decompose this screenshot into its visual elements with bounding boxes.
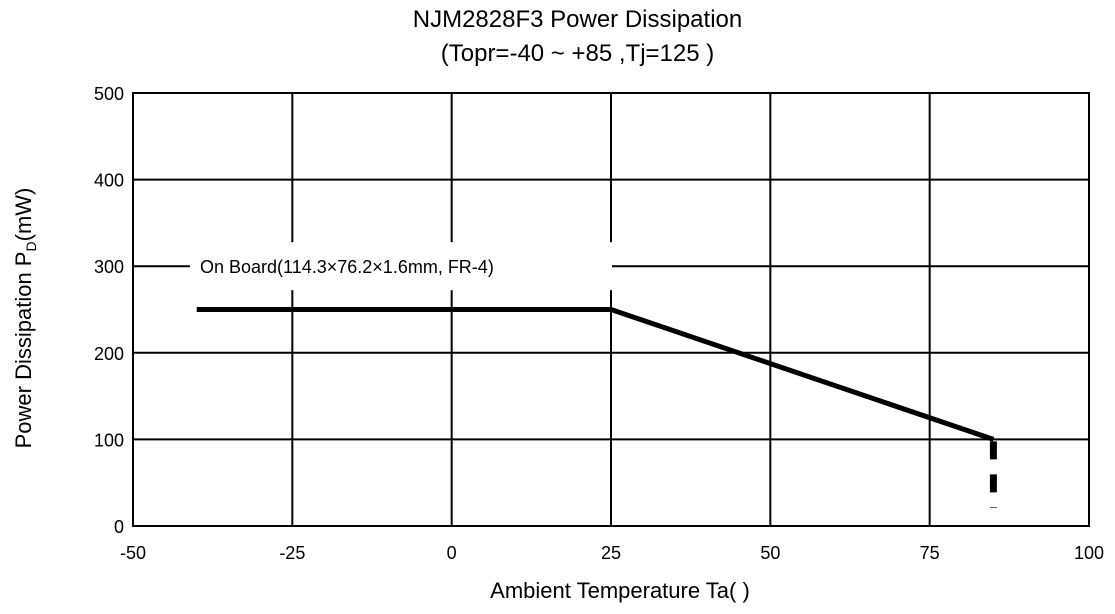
x-axis-label: Ambient Temperature Ta( ): [490, 578, 750, 603]
y-axis-label: Power Dissipation PD(mW): [11, 188, 39, 449]
x-tick-label: 75: [920, 543, 940, 563]
annotation-background: [190, 242, 612, 291]
tick-labels: -50 -25 0 25 50 75 100 0 100 200 300 400 500: [94, 84, 1104, 563]
chart-title: NJM2828F3 Power Dissipation: [412, 6, 743, 33]
y-tick-label: 400: [94, 171, 124, 191]
series-lines: [196, 307, 997, 508]
y-tick-label: 200: [94, 344, 124, 364]
y-tick-label: 0: [114, 517, 124, 537]
chart-subtitle: (Topr=-40 ~ +85 ,Tj=125 ): [440, 40, 715, 67]
x-tick-label: 100: [1074, 543, 1104, 563]
y-axis-label-unit: (mW): [10, 187, 36, 242]
annotation-group: On Board(114.3×76.2×1.6mm, FR-4): [190, 242, 612, 291]
plot-area-border: [132, 92, 1090, 527]
x-tick-label: 0: [447, 543, 457, 563]
annotation-label: On Board(114.3×76.2×1.6mm, FR-4): [200, 257, 494, 277]
x-tick-label: -50: [120, 543, 146, 563]
x-tick-label: 25: [601, 543, 621, 563]
y-tick-label: 500: [94, 84, 124, 104]
x-tick-label: -25: [279, 543, 305, 563]
y-axis-label-main: Power Dissipation P: [10, 251, 36, 449]
y-axis-label-subscript: D: [23, 241, 40, 252]
y-tick-label: 300: [94, 257, 124, 277]
x-tick-label: 50: [760, 543, 780, 563]
series-line-on-board: [196, 307, 995, 442]
y-tick-label: 100: [94, 430, 124, 450]
